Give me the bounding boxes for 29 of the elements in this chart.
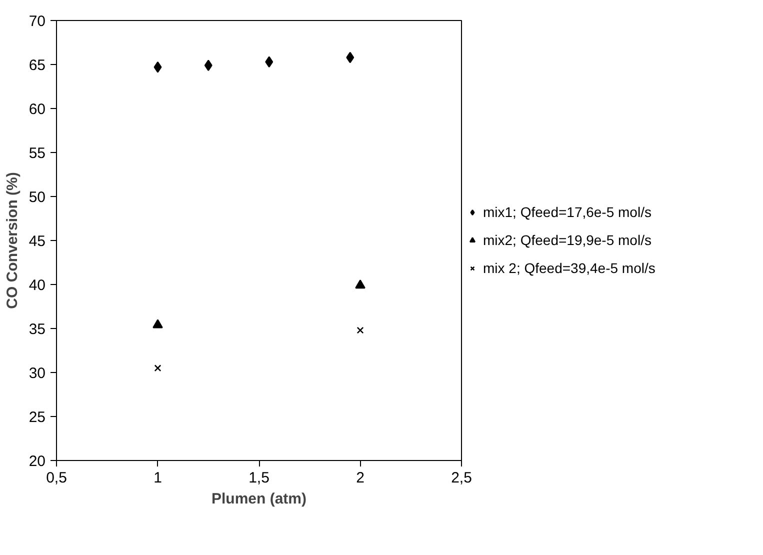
legend-label: mix 2; Qfeed=39,4e-5 mol/s [483,260,656,276]
legend-label: mix2; Qfeed=19,9e-5 mol/s [483,232,652,248]
point [152,319,163,328]
point [154,61,162,73]
y-axis-title: CO Conversion (%) [4,172,21,309]
point [356,326,364,334]
x-axis-title: Plumen (atm) [211,490,307,508]
x-tick-label: 2,5 [451,470,472,486]
x-tick-label: 1 [154,470,162,486]
y-tick-label: 70 [28,13,46,30]
point [265,56,274,68]
y-tick-label: 40 [28,277,46,294]
x-tick-label: 2 [356,470,364,486]
point [346,52,354,64]
y-tick-label: 60 [28,101,46,118]
y-tick-label: 55 [28,145,46,162]
y-tick-label: 65 [28,57,46,74]
y-tick-label: 20 [28,453,46,470]
y-tick-label: 45 [28,233,46,250]
y-tick-label: 30 [28,365,46,382]
point [154,364,162,372]
legend-label: mix1; Qfeed=17,6e-5 mol/s [483,204,652,220]
y-tick-label: 50 [28,189,46,206]
point [204,60,212,72]
x-tick-label: 0,5 [46,470,67,486]
y-tick-label: 25 [28,409,46,426]
x-tick-label: 1,5 [248,470,270,486]
point [355,280,366,289]
y-tick-label: 35 [28,321,46,338]
